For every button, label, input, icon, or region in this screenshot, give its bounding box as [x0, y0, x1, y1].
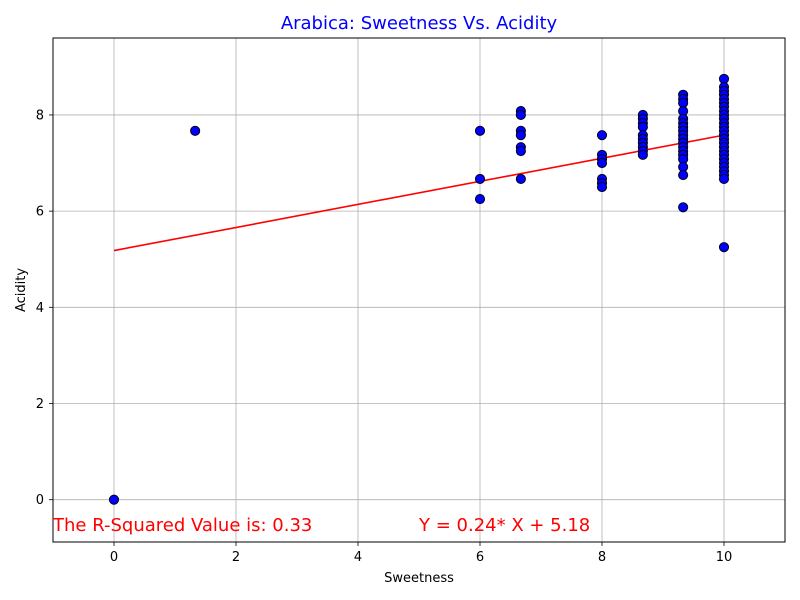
- data-point: [515, 173, 526, 184]
- plot-area: [53, 38, 785, 542]
- x-tick-label: 4: [354, 550, 362, 565]
- data-point: [190, 125, 201, 136]
- data-point: [596, 157, 608, 169]
- x-tick-label: 10: [716, 550, 733, 565]
- x-axis-label: Sweetness: [384, 571, 454, 586]
- y-axis-label: Acidity: [14, 268, 29, 312]
- chart-title: Arabica: Sweetness Vs. Acidity: [281, 13, 558, 34]
- regression-line-group: [113, 134, 725, 252]
- data-point: [108, 494, 120, 505]
- regression-equation-annotation: Y = 0.24* X + 5.18: [418, 515, 590, 536]
- y-tick-label: 4: [36, 301, 44, 316]
- data-point: [515, 130, 526, 141]
- data-point: [515, 109, 526, 120]
- x-tick-label: 0: [110, 550, 118, 565]
- data-point: [678, 170, 689, 181]
- data-point: [474, 173, 486, 184]
- data-point: [515, 145, 526, 157]
- x-tick-label: 8: [598, 550, 606, 565]
- y-tick-label: 8: [36, 108, 44, 123]
- plot-frame: [52, 37, 786, 543]
- data-point: [718, 242, 730, 253]
- y-tick-label: 0: [36, 493, 44, 508]
- data-point: [637, 149, 648, 160]
- data-point: [474, 125, 486, 136]
- y-ticks: 0 2 4 6 8: [36, 108, 53, 508]
- data-point: [596, 130, 608, 141]
- data-point: [678, 202, 689, 213]
- grid-lines: [53, 38, 785, 542]
- regression-line: [113, 134, 725, 252]
- data-points: [108, 73, 730, 505]
- data-point: [596, 182, 608, 193]
- r-squared-annotation: The R-Squared Value is: 0.33: [52, 515, 312, 536]
- x-ticks: 0 2 4 6 8 10: [110, 542, 732, 565]
- y-tick-label: 2: [36, 397, 44, 412]
- x-tick-label: 6: [476, 550, 484, 565]
- data-point: [474, 194, 486, 205]
- y-tick-label: 6: [36, 205, 44, 220]
- x-tick-label: 2: [232, 550, 240, 565]
- data-point: [718, 173, 730, 184]
